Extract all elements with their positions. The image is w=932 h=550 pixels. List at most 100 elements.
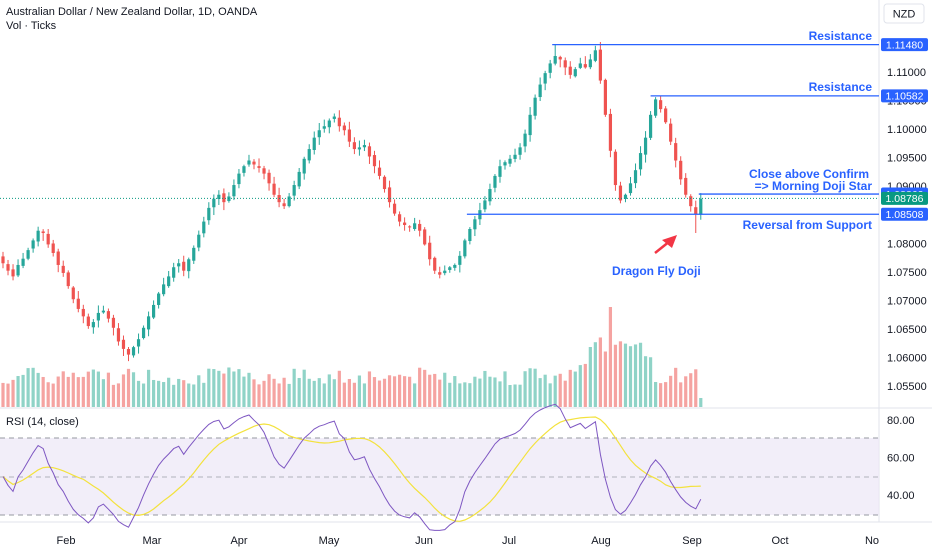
volume-bar: [21, 374, 25, 407]
volume-bar: [533, 368, 537, 407]
candle-body: [76, 298, 80, 309]
volume-bars: [1, 307, 703, 407]
rsi-indicator-label[interactable]: RSI (14, close): [6, 416, 79, 428]
volume-bar: [679, 382, 683, 407]
currency-button[interactable]: NZD: [883, 3, 925, 24]
volume-bar: [56, 376, 60, 407]
time-axis[interactable]: Feb Mar Apr May Jun Jul Aug Sep Oct No: [57, 535, 880, 547]
volume-bar: [618, 341, 623, 407]
price-axis[interactable]: 1.110001.105001.100001.095001.090001.085…: [887, 67, 927, 393]
candle-body: [493, 175, 497, 188]
candle-body: [167, 276, 171, 287]
rsi-ma-line: [2, 416, 701, 522]
candle-body: [357, 147, 362, 150]
volume-bar: [131, 372, 136, 407]
candle-body: [659, 100, 663, 110]
candle-body: [553, 56, 557, 64]
candle-body: [252, 161, 256, 165]
volume-bar: [31, 367, 35, 407]
volume-bar: [628, 346, 633, 407]
volume-bar: [563, 380, 567, 407]
volume-bar: [322, 383, 326, 407]
candle-body: [473, 219, 477, 230]
candle-body: [352, 142, 356, 150]
volume-bar: [202, 382, 206, 407]
candle-body: [578, 63, 582, 68]
rsi-tick-40: 40.00: [887, 490, 915, 502]
volume-bar: [66, 376, 70, 407]
volume-bar: [126, 368, 131, 407]
candle-body: [513, 154, 517, 159]
candle-body: [187, 259, 191, 272]
volume-bar: [36, 372, 40, 407]
candle-body: [36, 230, 40, 242]
volume-bar: [182, 380, 186, 407]
volume-bar: [342, 382, 346, 407]
candle-body: [212, 198, 216, 208]
volume-bar: [217, 370, 221, 407]
volume-bar: [302, 369, 306, 407]
volume-bar: [332, 379, 336, 407]
candle-body: [694, 207, 698, 215]
time-tick-label: No: [865, 535, 879, 547]
volume-indicator-label[interactable]: Vol · Ticks: [6, 20, 57, 32]
volume-bar: [513, 384, 517, 407]
volume-bar: [51, 383, 55, 407]
volume-bar: [428, 374, 432, 407]
candle-body: [81, 308, 85, 317]
volume-bar: [493, 377, 497, 407]
support-label: Reversal from Support: [743, 218, 872, 232]
candle-body: [141, 327, 146, 339]
candle-body: [643, 137, 648, 155]
rsi-axis[interactable]: 80.00 60.00 40.00: [887, 415, 915, 502]
candle-body: [162, 284, 166, 295]
candle-body: [202, 221, 206, 234]
candle-body: [518, 147, 522, 155]
candle-body: [674, 143, 678, 161]
volume-bar: [699, 398, 703, 407]
volume-bar: [463, 382, 467, 407]
volume-bar: [101, 379, 105, 407]
doji-arrow: [654, 235, 677, 254]
volume-bar: [598, 337, 602, 407]
volume-bar: [192, 384, 196, 407]
volume-bar: [433, 373, 437, 407]
candle-body: [598, 49, 602, 81]
candle-body: [312, 137, 316, 150]
candle-body: [362, 145, 367, 148]
candle-body: [387, 187, 392, 203]
volume-bar: [337, 370, 341, 407]
volume-bar: [136, 380, 141, 407]
volume-bar: [488, 376, 492, 407]
time-tick-label: Feb: [57, 535, 76, 547]
rsi-levels: [0, 437, 879, 516]
price-tag: [881, 38, 928, 52]
candle-body: [197, 234, 201, 248]
chart-title[interactable]: Australian Dollar / New Zealand Dollar, …: [6, 6, 258, 18]
rsi-tick-80: 80.00: [887, 415, 915, 427]
volume-bar: [247, 372, 251, 407]
price-tag-label: 1.08508: [886, 209, 924, 221]
volume-bar: [86, 371, 90, 407]
time-tick-label: Jun: [415, 535, 433, 547]
volume-bar: [46, 382, 50, 407]
candle-body: [433, 257, 437, 271]
candle-body: [242, 166, 246, 173]
candle-body: [438, 272, 442, 275]
volume-bar: [382, 378, 387, 407]
volume-bar: [121, 374, 126, 407]
candle-body: [367, 146, 372, 157]
volume-bar: [237, 369, 241, 407]
candle-body: [608, 113, 613, 151]
candle-body: [6, 264, 10, 271]
candle-body: [26, 250, 30, 259]
candle-body: [247, 160, 251, 165]
volume-bar: [674, 367, 678, 407]
volume-bar: [543, 374, 547, 407]
volume-bar: [438, 379, 442, 407]
volume-bar: [242, 376, 246, 407]
candle-body: [1, 256, 5, 264]
volume-bar: [553, 375, 557, 407]
